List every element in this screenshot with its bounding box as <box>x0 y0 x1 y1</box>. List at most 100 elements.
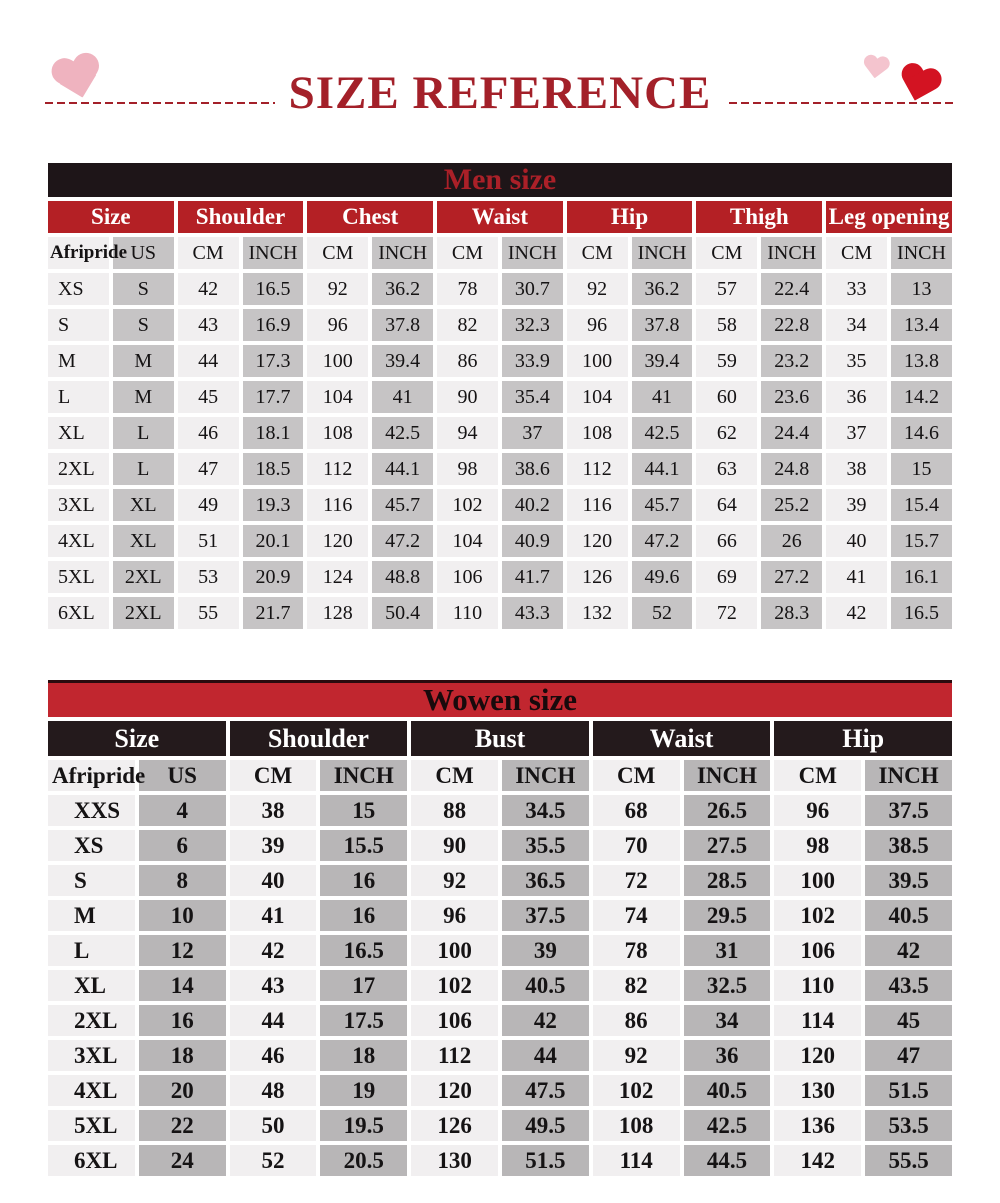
value-cell: 33.9 <box>501 345 563 377</box>
size-label-cell: 6XL <box>48 1145 135 1176</box>
value-cell: 104 <box>566 381 628 413</box>
value-cell: L <box>112 453 174 485</box>
value-cell: 86 <box>437 345 498 377</box>
unit-header-cell: INCH <box>242 237 304 269</box>
value-cell: 35.5 <box>501 830 589 861</box>
unit-header-cell: INCH <box>501 760 589 791</box>
group-header-waist: Waist <box>437 201 563 233</box>
value-cell: 102 <box>411 970 498 1001</box>
size-row: 4XL XL 51 20.1 120 47.2 104 40.9 120 47.2 66 26 40 15… <box>48 525 952 557</box>
size-label-cell: 2XL <box>48 1005 135 1036</box>
value-cell: 45 <box>865 1005 952 1036</box>
value-cell: 45.7 <box>372 489 434 521</box>
value-cell: 60 <box>696 381 758 413</box>
size-label-cell: 5XL <box>48 561 109 593</box>
value-cell: 37.5 <box>501 900 589 931</box>
value-cell: L <box>112 417 174 449</box>
unit-header-cell: INCH <box>320 760 408 791</box>
size-row: M 10 41 16 96 37.5 74 29.5 102 40.5 <box>48 900 952 931</box>
unit-header-cell: CM <box>826 237 887 269</box>
value-cell: 31 <box>683 935 771 966</box>
value-cell: 112 <box>307 453 369 485</box>
value-cell: 102 <box>437 489 498 521</box>
value-cell: 128 <box>307 597 369 629</box>
value-cell: 44.5 <box>683 1145 771 1176</box>
value-cell: 41.7 <box>501 561 563 593</box>
value-cell: 48 <box>229 1075 317 1106</box>
value-cell: 40.9 <box>501 525 563 557</box>
value-cell: 39.4 <box>372 345 434 377</box>
value-cell: XL <box>112 489 174 521</box>
value-cell: 35.4 <box>501 381 563 413</box>
small-pink-heart-icon <box>860 54 891 83</box>
value-cell: 37.5 <box>865 795 952 826</box>
group-header-chest: Chest <box>307 201 434 233</box>
value-cell: M <box>112 381 174 413</box>
value-cell: 43.3 <box>501 597 563 629</box>
size-row: M M 44 17.3 100 39.4 86 33.9 100 39.4 59 23.2 35 13.8 <box>48 345 952 377</box>
value-cell: 108 <box>592 1110 680 1141</box>
value-cell: 32.3 <box>501 309 563 341</box>
size-label-cell: XS <box>48 273 109 305</box>
value-cell: 40.5 <box>683 1075 771 1106</box>
value-cell: 92 <box>411 865 498 896</box>
value-cell: 45.7 <box>631 489 693 521</box>
value-cell: 20.9 <box>242 561 304 593</box>
page-header: SIZE REFERENCE <box>0 0 1000 160</box>
unit-header-cell: INCH <box>890 237 952 269</box>
value-cell: 130 <box>774 1075 862 1106</box>
value-cell: 92 <box>592 1040 680 1071</box>
value-cell: 18.1 <box>242 417 304 449</box>
value-cell: 126 <box>566 561 628 593</box>
value-cell: 120 <box>774 1040 862 1071</box>
value-cell: 53 <box>177 561 239 593</box>
unit-header-cell: US <box>112 237 174 269</box>
value-cell: 47 <box>177 453 239 485</box>
value-cell: 142 <box>774 1145 862 1176</box>
size-label-cell: L <box>48 381 109 413</box>
value-cell: 19 <box>320 1075 408 1106</box>
size-label-cell: XS <box>48 830 135 861</box>
value-cell: 43 <box>177 309 239 341</box>
value-cell: 52 <box>229 1145 317 1176</box>
value-cell: 42.5 <box>631 417 693 449</box>
value-cell: 96 <box>774 795 862 826</box>
value-cell: S <box>112 309 174 341</box>
value-cell: 41 <box>229 900 317 931</box>
value-cell: 28.5 <box>683 865 771 896</box>
value-cell: 37 <box>826 417 887 449</box>
value-cell: 44 <box>501 1040 589 1071</box>
unit-header-cell: INCH <box>501 237 563 269</box>
size-row: 3XL 18 46 18 112 44 92 36 120 47 <box>48 1040 952 1071</box>
size-row: 3XL XL 49 19.3 116 45.7 102 40.2 116 45.7 64 25.2 39… <box>48 489 952 521</box>
value-cell: 24.4 <box>761 417 823 449</box>
group-header-size: Size <box>48 201 174 233</box>
women-size-section: Wowen size Size Shoulder Bust Waist Hip Afrip… <box>48 680 952 1180</box>
brand-header-cell: Afripride <box>48 237 127 269</box>
men-table-title: Men size <box>48 163 952 197</box>
size-row: XXS 4 38 15 88 34.5 68 26.5 96 37.5 <box>48 795 952 826</box>
value-cell: 44.1 <box>372 453 434 485</box>
value-cell: 130 <box>411 1145 498 1176</box>
value-cell: 74 <box>592 900 680 931</box>
value-cell: 28.3 <box>761 597 823 629</box>
value-cell: 40.5 <box>865 900 952 931</box>
value-cell: 120 <box>566 525 628 557</box>
value-cell: 112 <box>566 453 628 485</box>
value-cell: 52 <box>631 597 693 629</box>
value-cell: 64 <box>696 489 758 521</box>
value-cell: 112 <box>411 1040 498 1071</box>
value-cell: 36.2 <box>372 273 434 305</box>
value-cell: 37 <box>501 417 563 449</box>
page-title-text: SIZE REFERENCE <box>274 66 726 120</box>
size-label-cell: L <box>48 935 135 966</box>
value-cell: 22 <box>138 1110 226 1141</box>
size-row: XL 14 43 17 102 40.5 82 32.5 110 43.5 <box>48 970 952 1001</box>
value-cell: 55.5 <box>865 1145 952 1176</box>
value-cell: 82 <box>437 309 498 341</box>
unit-header-cell: CM <box>177 237 239 269</box>
women-measurements-table: Size Shoulder Bust Waist Hip Afripride US CM INC… <box>44 717 956 1180</box>
size-row: 4XL 20 48 19 120 47.5 102 40.5 130 51.5 <box>48 1075 952 1106</box>
value-cell: 23.2 <box>761 345 823 377</box>
unit-header-cell: INCH <box>761 237 823 269</box>
